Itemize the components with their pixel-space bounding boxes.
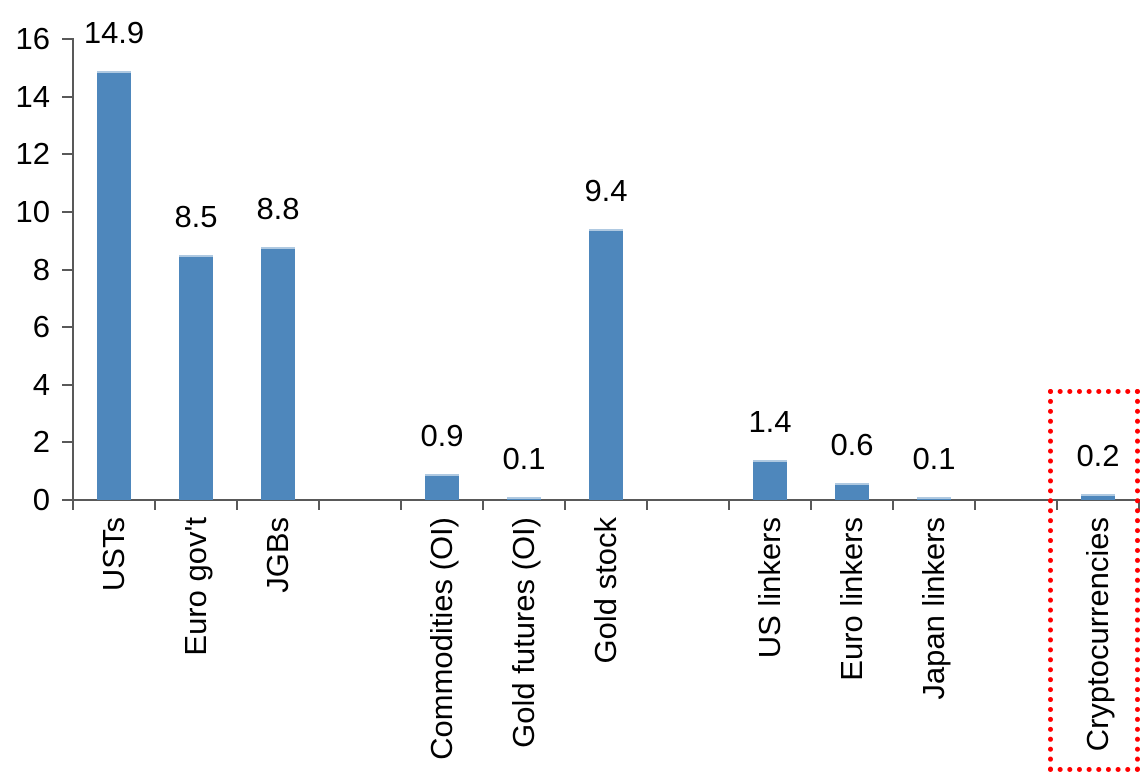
y-axis-tick: [62, 95, 73, 98]
y-axis-tick: [62, 268, 73, 271]
x-axis-tick: [810, 500, 812, 510]
x-axis-tick: [564, 500, 566, 510]
category-label: Euro gov't: [178, 517, 213, 656]
category-label: Euro linkers: [834, 517, 869, 681]
value-label: 14.9: [83, 15, 145, 50]
x-axis-tick: [1056, 500, 1058, 510]
y-axis-tick: [62, 211, 73, 213]
x-axis-tick: [974, 500, 976, 510]
x-axis-tick: [236, 500, 238, 510]
x-axis-tick: [482, 500, 484, 510]
x-axis-tick: [892, 500, 894, 510]
x-axis-tick: [646, 500, 648, 510]
value-label: 0.1: [502, 441, 546, 476]
y-axis-tick-label: 2: [32, 424, 50, 460]
x-axis-tick: [154, 500, 156, 510]
category-label: USTs: [96, 517, 131, 592]
x-axis-tick: [72, 500, 74, 510]
category-label: Japan linkers: [916, 517, 951, 700]
y-axis-tick: [62, 38, 73, 41]
y-axis-tick: [62, 326, 73, 329]
y-axis-tick: [62, 441, 73, 444]
category-label: Gold stock: [588, 517, 623, 664]
bar: [261, 247, 295, 500]
bar: [835, 483, 869, 500]
category-label: Commodities (OI): [424, 517, 459, 760]
value-label: 9.4: [584, 173, 628, 208]
y-axis-tick: [62, 153, 73, 156]
value-label: 8.8: [256, 191, 300, 226]
x-axis-tick: [318, 500, 320, 510]
bar: [589, 229, 623, 500]
bar: [97, 71, 131, 500]
bar: [1081, 494, 1115, 500]
bar: [917, 497, 951, 500]
value-label: 8.5: [174, 199, 218, 234]
category-label: JGBs: [260, 517, 295, 593]
y-axis-tick-label: 6: [32, 309, 50, 345]
y-axis-tick-label: 12: [15, 136, 50, 172]
y-axis-tick-label: 14: [15, 78, 50, 114]
bar: [179, 255, 213, 500]
value-label: 0.6: [830, 427, 874, 462]
y-axis-tick-label: 10: [15, 194, 50, 229]
value-label: 1.4: [748, 404, 792, 439]
bar: [425, 474, 459, 500]
value-label: 0.2: [1076, 438, 1120, 473]
bar: [753, 460, 787, 500]
y-axis-line: [72, 38, 74, 501]
y-axis-tick-label: 0: [32, 482, 50, 517]
y-axis-tick: [62, 383, 73, 386]
bar: [507, 497, 541, 500]
value-label: 0.9: [420, 418, 464, 453]
highlight-box-cryptocurrencies: [1048, 389, 1140, 772]
category-label: Gold futures (OI): [506, 517, 541, 748]
y-axis-tick-label: 8: [32, 251, 50, 287]
category-label: US linkers: [752, 517, 787, 659]
x-axis-line: [72, 499, 1140, 501]
y-axis-tick: [62, 499, 73, 501]
x-axis-tick: [728, 500, 730, 510]
x-axis-tick: [400, 500, 402, 510]
y-axis-tick-label: 16: [15, 21, 50, 57]
value-label: 0.1: [912, 441, 956, 476]
y-axis-tick-label: 4: [32, 366, 50, 402]
